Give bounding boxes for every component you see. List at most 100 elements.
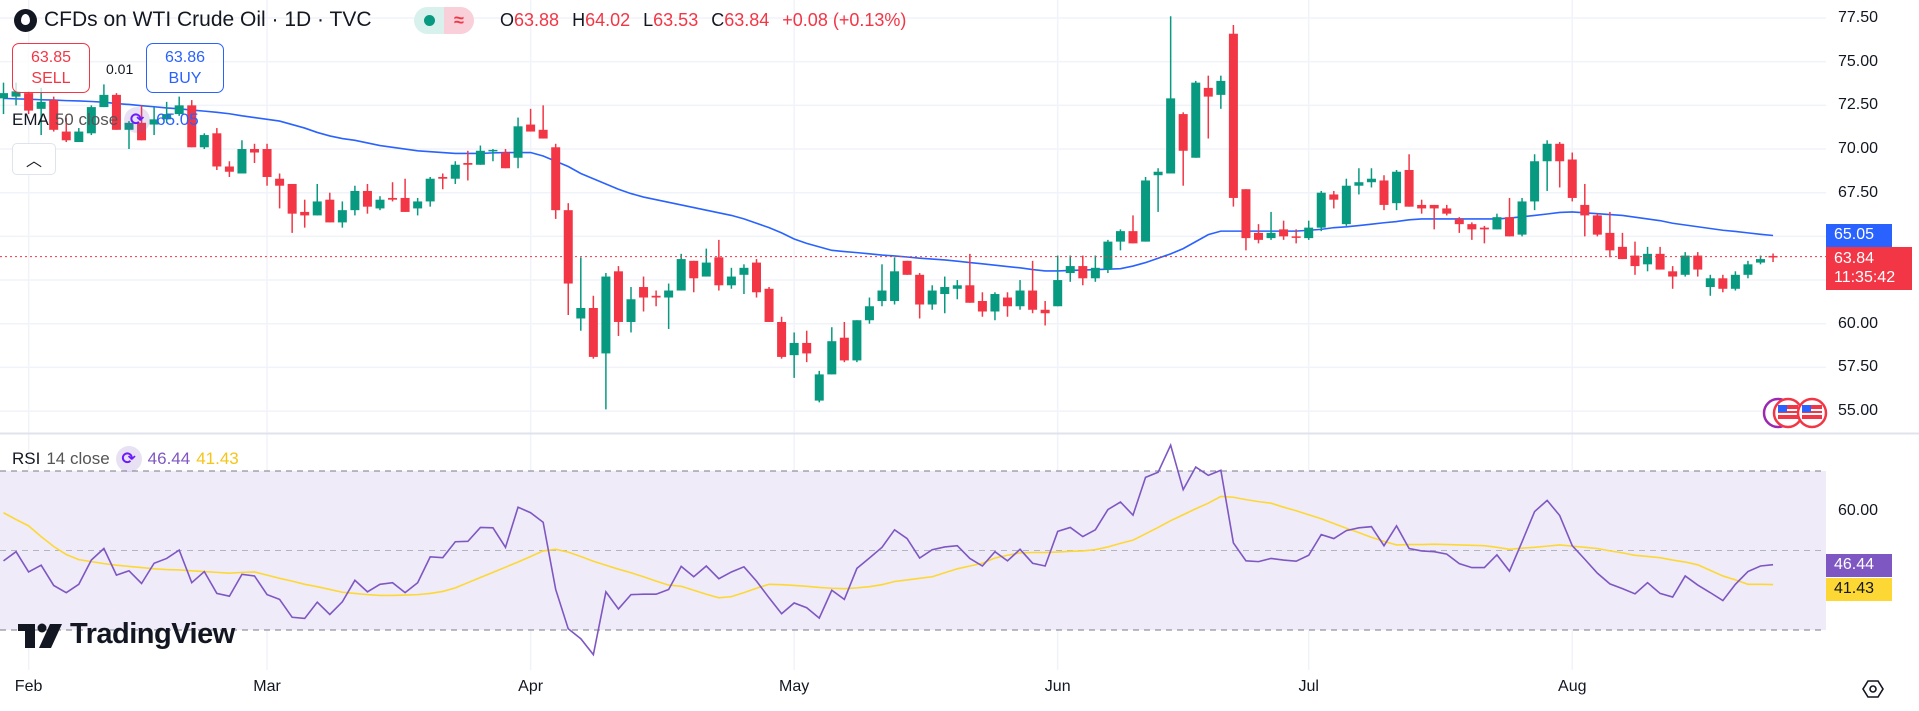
candle (1655, 246, 1665, 270)
event-flags[interactable] (1762, 397, 1828, 429)
candle (752, 259, 761, 298)
candle (777, 316, 787, 359)
candle-body (1680, 255, 1690, 275)
candle-body (1090, 267, 1100, 279)
candle (1643, 246, 1653, 272)
candle-body (1492, 217, 1502, 230)
candle-body (1404, 169, 1414, 207)
candle (99, 84, 109, 108)
market-status[interactable]: ≈ (414, 7, 474, 34)
candle (764, 287, 774, 322)
candle (1454, 217, 1464, 233)
candle (701, 248, 711, 277)
rsi-legend[interactable]: RSI 14 close ⟳ 46.44 41.43 (12, 446, 239, 472)
candle-body (86, 107, 96, 134)
symbol-title[interactable]: CFDs on WTI Crude Oil · 1D · TVC (44, 8, 372, 31)
candle-body (664, 290, 674, 298)
ema-line (3, 97, 1774, 272)
candle (601, 273, 611, 410)
candle-body (287, 183, 297, 214)
candle-body (952, 285, 962, 289)
candle-body (1003, 297, 1012, 307)
candle (337, 201, 347, 228)
candle-body (1078, 266, 1088, 279)
candle (639, 276, 649, 312)
candle-body (388, 197, 398, 200)
us-flag-icon[interactable] (1772, 397, 1804, 429)
candle-body (488, 149, 498, 152)
price-axis-label: 55.00 (1838, 402, 1879, 420)
candle (463, 150, 473, 181)
candle-body (187, 105, 197, 148)
tradingview-mark-icon (18, 622, 62, 648)
candle (488, 149, 498, 162)
candle-body (965, 285, 975, 303)
candle-body (0, 93, 8, 99)
candle-body (362, 190, 372, 207)
refresh-icon[interactable]: ⟳ (124, 107, 151, 133)
chevron-up-icon: ︿ (25, 153, 42, 170)
ohlc-values: O63.88 H64.02 L63.53 C63.84 +0.08 (+0.13… (500, 10, 914, 31)
candle-body (1605, 232, 1615, 251)
candle (450, 161, 460, 184)
candle (1630, 241, 1640, 275)
candle (1341, 178, 1351, 226)
candle (1668, 266, 1678, 289)
candle-body (1103, 241, 1113, 270)
candle (362, 183, 372, 214)
candle (49, 96, 59, 132)
candle-body (739, 267, 749, 275)
candle-body (237, 149, 247, 174)
candle-body (162, 114, 172, 120)
candle-body (61, 131, 71, 141)
chart-settings-icon[interactable] (1862, 678, 1884, 700)
candle (563, 203, 573, 315)
candle-body (877, 290, 887, 302)
candle (538, 105, 548, 139)
candle-body (1693, 255, 1703, 270)
candle (626, 287, 636, 333)
candle-body (802, 342, 812, 354)
candle (1228, 24, 1238, 207)
candle (1768, 253, 1778, 263)
candle (1404, 154, 1414, 207)
us-flag-icon[interactable] (1796, 397, 1828, 429)
open-value: 63.88 (514, 10, 560, 30)
tradingview-logo[interactable]: TradingView (18, 618, 235, 651)
candle-body (1467, 224, 1477, 230)
candle-body (752, 262, 761, 293)
candle-body (174, 105, 184, 115)
sell-button[interactable]: 63.85 SELL (12, 43, 90, 93)
candle-body (1442, 208, 1452, 214)
candle (1316, 190, 1326, 232)
candle (400, 178, 410, 212)
refresh-icon[interactable]: ⟳ (115, 446, 142, 472)
rsi-ma-tag: 41.43 (1826, 578, 1892, 601)
candle (1417, 199, 1427, 214)
candle (187, 100, 197, 148)
candle-body (864, 306, 874, 321)
candle-body (250, 149, 259, 153)
ema-value: 65.05 (156, 110, 199, 129)
candle-body (1517, 201, 1527, 235)
candle (1680, 252, 1690, 277)
ema-legend[interactable]: EMA 50 close ⟳ 65.05 (12, 107, 199, 133)
candle (124, 121, 134, 150)
candle-body (1567, 159, 1577, 198)
candle (1555, 142, 1565, 188)
rsi-ma-line (3, 495, 1774, 599)
time-axis-label: Mar (253, 678, 281, 695)
buy-button[interactable]: 63.86 BUY (146, 43, 224, 93)
candle-body (1166, 98, 1176, 174)
candle-body (475, 150, 485, 165)
collapse-legend-button[interactable]: ︿ (12, 143, 56, 175)
bar-countdown: 11:35:42 (1834, 269, 1896, 286)
candle-body (1768, 255, 1778, 258)
candle (438, 173, 448, 190)
candle-body (651, 295, 661, 298)
rsi-levels (0, 470, 1826, 631)
candle-body (1291, 236, 1301, 238)
candle-body (990, 294, 1000, 312)
candle (1053, 255, 1063, 307)
